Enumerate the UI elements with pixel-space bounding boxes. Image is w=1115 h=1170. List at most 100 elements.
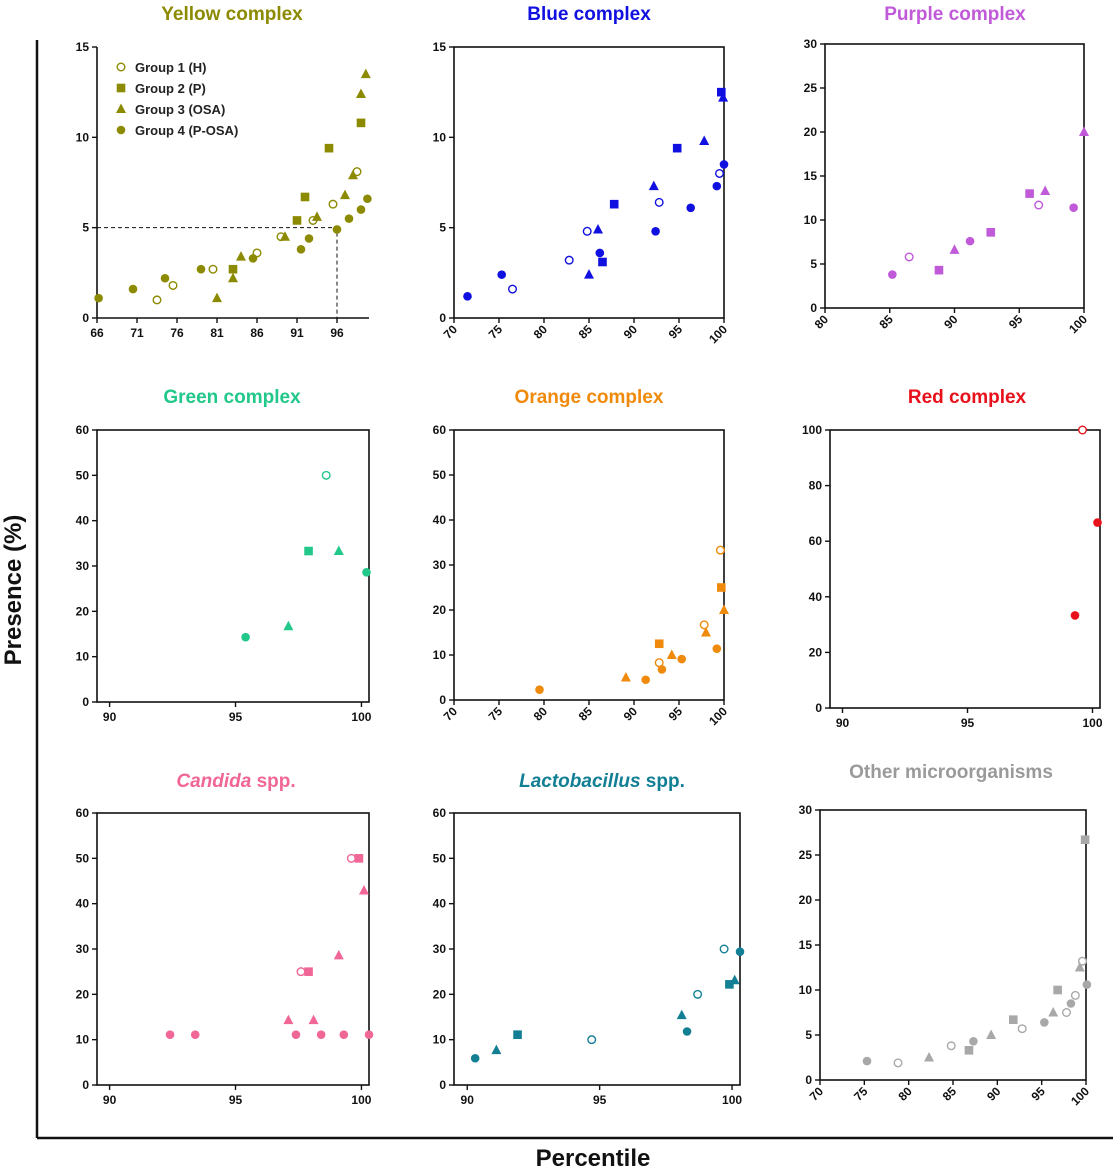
point-triangle bbox=[280, 231, 290, 241]
legend-label: Group 4 (P-OSA) bbox=[135, 123, 238, 138]
y-tick-label: 40 bbox=[433, 897, 447, 911]
point-circle bbox=[1070, 611, 1080, 620]
x-tick-label: 86 bbox=[250, 326, 264, 340]
point-open-circle bbox=[321, 470, 331, 480]
point-open-circle bbox=[715, 168, 725, 178]
x-tick-label: 90 bbox=[461, 1093, 475, 1107]
point-circle bbox=[291, 1030, 301, 1039]
point-circle bbox=[364, 1030, 374, 1039]
panel-title: Orange complex bbox=[515, 387, 664, 408]
point-square bbox=[725, 980, 734, 989]
point-triangle bbox=[666, 649, 677, 659]
y-tick-label: 20 bbox=[799, 893, 813, 907]
point-circle bbox=[356, 205, 366, 214]
point-circle bbox=[497, 270, 507, 279]
x-tick-label: 96 bbox=[330, 326, 344, 340]
point-triangle bbox=[360, 68, 371, 79]
point-open-circle bbox=[208, 264, 218, 274]
point-circle bbox=[165, 1030, 175, 1039]
point-triangle bbox=[1048, 1007, 1059, 1017]
point-triangle bbox=[924, 1052, 935, 1062]
y-tick-label: 50 bbox=[433, 468, 447, 482]
point-square bbox=[228, 264, 238, 274]
figure-ylabel: Presence (%) bbox=[0, 515, 27, 666]
x-tick-label: 90 bbox=[621, 704, 641, 724]
panel-title: Green complex bbox=[163, 387, 301, 408]
point-circle bbox=[94, 293, 103, 303]
point-open-circle bbox=[582, 226, 592, 236]
panel-8: 0 10 20 30 40 50 60 90 95 100 Lactobacillus spp. bbox=[433, 771, 745, 1107]
point-triangle bbox=[729, 974, 740, 985]
y-tick-label: 15 bbox=[804, 169, 818, 183]
point-circle bbox=[686, 203, 695, 213]
point-open-circle bbox=[328, 199, 338, 209]
point-triangle bbox=[340, 189, 350, 200]
y-tick-label: 15 bbox=[76, 40, 90, 54]
point-circle bbox=[657, 665, 667, 674]
y-tick-label: 5 bbox=[82, 221, 89, 235]
x-tick-label: 71 bbox=[130, 326, 144, 340]
point-circle bbox=[712, 644, 722, 653]
point-triangle bbox=[719, 604, 729, 614]
x-tick-label: 95 bbox=[1028, 1084, 1048, 1104]
y-tick-label: 10 bbox=[433, 130, 447, 144]
point-square bbox=[654, 639, 664, 649]
y-tick-label: 20 bbox=[76, 987, 90, 1001]
panel-title: Candida spp. bbox=[176, 771, 295, 792]
panel-title-italic: Lactobacillus bbox=[519, 771, 640, 792]
legend-marker bbox=[116, 83, 126, 93]
x-tick-label: 75 bbox=[486, 322, 506, 342]
y-tick-label: 0 bbox=[810, 301, 817, 315]
point-circle bbox=[1069, 203, 1078, 212]
point-open-circle bbox=[654, 197, 664, 207]
y-tick-label: 50 bbox=[76, 468, 90, 482]
x-tick-label: 81 bbox=[210, 326, 224, 340]
plot-frame bbox=[96, 812, 370, 1086]
point-open-circle bbox=[587, 1035, 597, 1045]
point-triangle bbox=[283, 1014, 294, 1025]
point-open-circle bbox=[508, 284, 518, 294]
x-tick-label: 100 bbox=[351, 1093, 371, 1107]
y-tick-label: 5 bbox=[805, 1028, 812, 1042]
x-tick-label: 85 bbox=[940, 1084, 960, 1104]
y-tick-label: 0 bbox=[805, 1073, 812, 1087]
x-tick-label: 95 bbox=[229, 710, 243, 724]
point-circle bbox=[969, 1037, 978, 1046]
point-circle bbox=[248, 254, 258, 263]
point-circle bbox=[1040, 1018, 1049, 1027]
panel-title: Blue complex bbox=[527, 4, 651, 25]
point-circle bbox=[712, 181, 722, 191]
y-tick-label: 5 bbox=[439, 221, 446, 235]
point-triangle bbox=[312, 211, 322, 221]
point-triangle bbox=[333, 949, 344, 960]
point-triangle bbox=[701, 627, 711, 637]
point-triangle bbox=[1040, 185, 1051, 195]
point-triangle bbox=[228, 272, 238, 283]
point-open-circle bbox=[1034, 200, 1044, 210]
point-triangle bbox=[584, 269, 594, 279]
y-tick-label: 10 bbox=[76, 130, 90, 144]
point-open-circle bbox=[699, 620, 709, 630]
legend-marker bbox=[116, 125, 126, 135]
x-tick-label: 80 bbox=[531, 704, 551, 724]
point-square bbox=[354, 854, 364, 863]
point-square bbox=[1053, 985, 1062, 995]
point-square bbox=[672, 143, 682, 153]
panel-title-rest: spp. bbox=[641, 771, 685, 792]
y-tick-label: 0 bbox=[82, 1078, 89, 1092]
point-open-circle bbox=[1061, 1008, 1071, 1018]
point-circle bbox=[196, 264, 206, 274]
point-open-circle bbox=[719, 944, 729, 954]
x-tick-label: 100 bbox=[1082, 716, 1102, 730]
x-tick-label: 90 bbox=[941, 312, 961, 332]
y-tick-label: 80 bbox=[809, 479, 823, 493]
point-circle bbox=[363, 194, 372, 204]
panel-title-italic: Candida bbox=[176, 771, 251, 792]
y-tick-label: 40 bbox=[809, 590, 823, 604]
point-circle bbox=[470, 1053, 480, 1063]
panel-4: 0 10 20 30 40 50 60 90 95 100 Green complex bbox=[76, 387, 372, 724]
y-tick-label: 10 bbox=[433, 1033, 447, 1047]
